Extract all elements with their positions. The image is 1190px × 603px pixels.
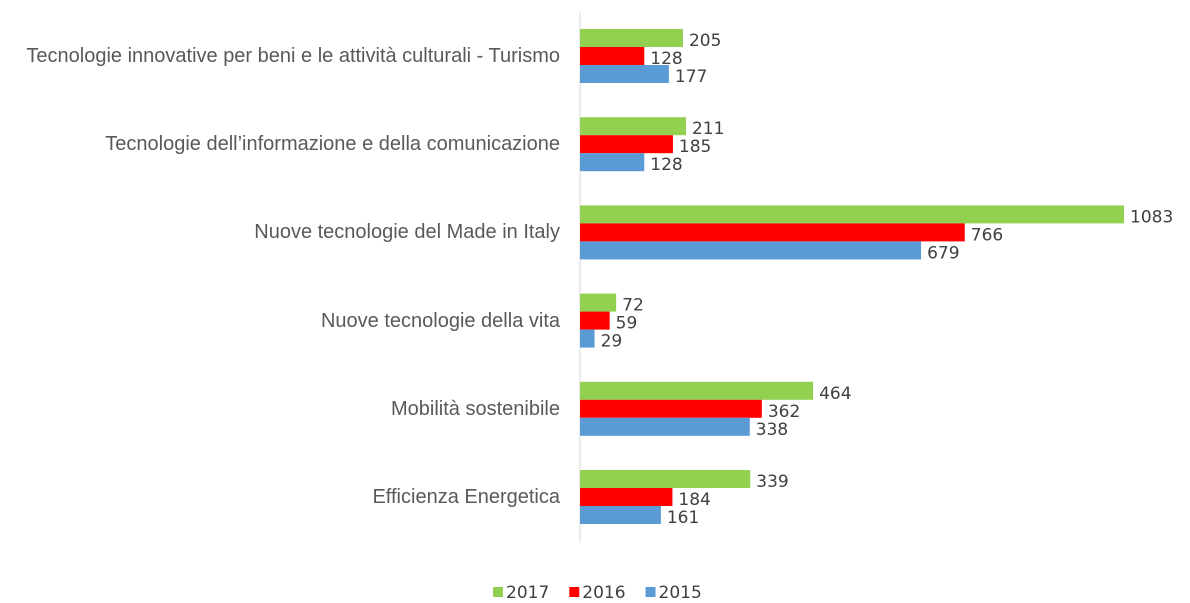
- category-text: Tecnologie dell’informazione e della com…: [105, 133, 560, 156]
- value-label: 29: [601, 332, 623, 352]
- legend-label: 2016: [582, 583, 625, 603]
- category-label: Nuove tecnologie del Made in Italy: [5, 219, 560, 245]
- bar: [580, 311, 610, 330]
- category-label: Efficienza Energetica: [5, 484, 560, 510]
- value-label: 338: [756, 420, 788, 440]
- value-label: 205: [689, 31, 721, 51]
- bar: [580, 329, 595, 348]
- bar: [580, 399, 762, 418]
- value-label: 177: [675, 67, 707, 87]
- value-label: 211: [692, 119, 724, 139]
- bar: [580, 29, 683, 47]
- value-label: 185: [679, 137, 711, 157]
- bar: [580, 117, 686, 136]
- legend-swatch: [493, 587, 503, 597]
- value-label: 128: [650, 49, 682, 69]
- bar: [580, 417, 750, 436]
- category-text: Nuove tecnologie del Made in Italy: [254, 221, 560, 244]
- category-text: Nuove tecnologie della vita: [320, 309, 560, 332]
- value-label: 679: [927, 243, 959, 263]
- bar: [580, 470, 751, 488]
- bar: [580, 135, 673, 154]
- value-label: 128: [650, 155, 682, 175]
- bar: [580, 381, 814, 400]
- category-text: Tecnologie innovative per beni e le atti…: [26, 45, 560, 67]
- legend-swatch: [569, 587, 580, 597]
- bar: [580, 506, 661, 524]
- value-label: 766: [971, 225, 1003, 245]
- bar: [580, 205, 1124, 224]
- category-label: Nuove tecnologie della vita: [5, 308, 560, 334]
- bar: [580, 47, 645, 65]
- bar: [580, 65, 669, 83]
- category-text: Efficienza Energetica: [372, 486, 560, 508]
- value-label: 464: [819, 384, 851, 404]
- category-label: Tecnologie dell’informazione e della com…: [5, 131, 560, 157]
- value-label: 59: [616, 314, 638, 334]
- bar: [580, 153, 645, 172]
- legend-label: 2017: [506, 583, 549, 603]
- value-label: 161: [667, 508, 699, 528]
- value-label: 339: [756, 472, 788, 492]
- bar: [580, 241, 922, 260]
- value-label: 1083: [1130, 207, 1173, 227]
- bar: [580, 293, 617, 312]
- category-label: Tecnologie innovative per beni e le atti…: [5, 43, 560, 69]
- value-label: 184: [678, 490, 710, 510]
- bar: [580, 488, 673, 506]
- legend-swatch: [645, 587, 656, 597]
- category-text: Mobilità sostenibile: [391, 397, 560, 420]
- value-label: 72: [622, 296, 644, 316]
- value-label: 362: [768, 402, 800, 422]
- legend-label: 2015: [659, 583, 702, 603]
- bar: [580, 223, 965, 242]
- category-label: Mobilità sostenibile: [5, 396, 560, 422]
